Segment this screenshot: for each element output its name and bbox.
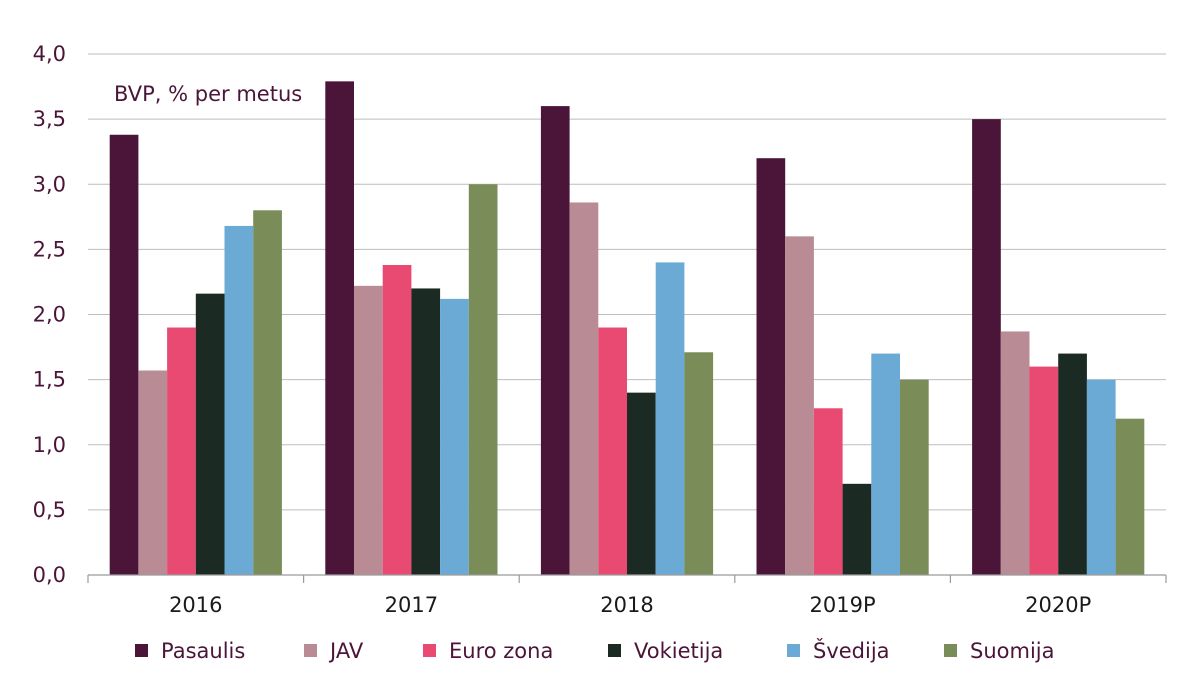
bar-2016-1 <box>138 370 168 575</box>
bar-2020P-3 <box>1058 353 1087 575</box>
legend-swatch <box>944 644 957 657</box>
bar-2018-5 <box>684 352 714 575</box>
y-tick-label: 3,5 <box>33 107 66 131</box>
bar-2018-2 <box>598 327 627 575</box>
legend-swatch <box>608 644 621 657</box>
bar-2020P-5 <box>1115 418 1145 575</box>
x-tick-label: 2018 <box>600 593 653 617</box>
y-tick-label: 2,5 <box>33 237 66 261</box>
bar-2018-1 <box>569 202 599 576</box>
chart-annotation: BVP, % per metus <box>114 82 302 106</box>
y-axis-ticks: 0,0 0,5 1,0 1,5 2,0 2,5 3,0 3,5 4,0 <box>33 42 66 587</box>
bar-2018-3 <box>627 392 656 575</box>
x-tick-label: 2016 <box>169 593 222 617</box>
bar-2020P-1 <box>1000 331 1030 575</box>
legend-swatch <box>423 644 436 657</box>
bar-2018-4 <box>655 262 685 575</box>
bar-2017-4 <box>440 298 469 575</box>
bar-2017-1 <box>354 285 383 575</box>
bar-2019P-2 <box>813 408 843 575</box>
legend-label: Švedija <box>813 638 890 663</box>
legend-swatch <box>135 644 148 657</box>
bar-2019P-5 <box>900 379 929 575</box>
bar-2019P-4 <box>871 353 900 575</box>
bar-2016-5 <box>253 210 282 576</box>
x-tick-label: 2019P <box>810 593 876 617</box>
bar-2016-2 <box>167 327 196 575</box>
bar-2017-2 <box>382 265 412 575</box>
x-axis-ticks: 2016 2017 2018 2019P 2020P <box>169 593 1091 617</box>
bar-2016-0 <box>109 134 139 575</box>
legend-label: JAV <box>328 639 364 663</box>
legend-swatch <box>304 644 317 657</box>
y-tick-label: 0,0 <box>33 563 66 587</box>
x-axis <box>87 574 1167 583</box>
y-tick-label: 4,0 <box>33 42 66 66</box>
bar-2020P-4 <box>1086 379 1116 575</box>
bar-2019P-1 <box>785 236 814 575</box>
y-tick-label: 3,0 <box>33 172 66 196</box>
y-tick-label: 0,5 <box>33 498 66 522</box>
bar-2018-0 <box>540 106 570 575</box>
y-tick-label: 1,5 <box>33 368 66 392</box>
bar-2019P-0 <box>756 158 786 575</box>
legend-swatch <box>787 644 800 657</box>
bar-layer <box>109 81 1145 576</box>
legend-label: Suomija <box>970 639 1054 663</box>
bar-2020P-0 <box>972 119 1001 575</box>
bar-2019P-3 <box>842 483 872 575</box>
x-tick-label: 2017 <box>385 593 438 617</box>
y-tick-label: 1,0 <box>33 433 66 457</box>
bar-2017-5 <box>468 184 498 575</box>
bar-2016-3 <box>195 293 225 575</box>
legend-label: Vokietija <box>634 639 723 663</box>
bar-2017-0 <box>325 81 354 575</box>
bar-2017-3 <box>411 288 441 575</box>
x-tick-label: 2020P <box>1025 593 1091 617</box>
legend-label: Pasaulis <box>161 639 245 663</box>
bar-2016-4 <box>224 225 254 575</box>
y-tick-label: 2,0 <box>33 303 66 327</box>
bar-2020P-2 <box>1029 366 1059 575</box>
legend: Pasaulis JAV Euro zona Vokietija Švedija Suom… <box>135 638 1054 663</box>
legend-label: Euro zona <box>449 639 553 663</box>
